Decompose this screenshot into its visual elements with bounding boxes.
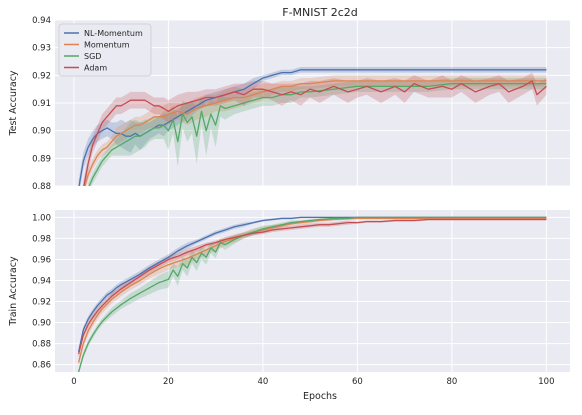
y-tick-label: 0.94 <box>32 276 51 286</box>
y-tick-label: 0.90 <box>32 319 51 329</box>
y-tick-label: 0.89 <box>32 154 51 164</box>
line-nl-momentum-test <box>78 69 547 186</box>
x-tick-labels: 0 20 40 60 80 100 <box>71 377 554 387</box>
x-tick-label: 80 <box>446 377 457 387</box>
y-tick-label: 0.88 <box>32 182 51 192</box>
y-tick-label: 0.86 <box>32 361 51 371</box>
line-momentum-test <box>84 80 547 186</box>
line-momentum-train <box>77 217 547 363</box>
y-tick-label: 0.91 <box>32 99 51 109</box>
y-tick-label: 1.00 <box>32 213 51 223</box>
train-y-axis-label: Train Accuracy <box>8 256 19 327</box>
band-momentum-test <box>83 75 547 186</box>
line-sgd-test <box>88 82 547 186</box>
x-tick-label: 60 <box>352 377 363 387</box>
x-axis-label: Epochs <box>303 391 337 402</box>
train-accuracy-panel: 0.86 0.88 0.90 0.92 0.94 0.96 0.98 1.00 0 20 40 60… <box>8 210 570 387</box>
legend-box <box>58 23 152 77</box>
legend-label-nl-momentum: NL-Momentum <box>84 29 143 38</box>
line-sgd-train <box>77 216 547 372</box>
x-tick-label: 40 <box>257 377 268 387</box>
train-series-lines <box>77 216 547 372</box>
y-tick-label: 0.98 <box>32 234 51 244</box>
y-tick-label: 0.92 <box>32 298 51 308</box>
test-accuracy-panel: 0.88 0.89 0.90 0.91 0.92 0.93 0.94 Test Accura… <box>8 16 570 192</box>
band-sgd-test <box>88 78 547 186</box>
train-plot-area <box>55 210 570 372</box>
legend: NL-Momentum Momentum SGD Adam <box>58 23 152 77</box>
legend-label-momentum: Momentum <box>84 41 130 50</box>
x-tick-label: 0 <box>71 377 76 387</box>
line-adam-test <box>83 80 547 186</box>
test-series-lines <box>78 69 547 186</box>
y-tick-label: 0.88 <box>32 340 51 350</box>
band-adam-test <box>83 72 547 186</box>
legend-label-adam: Adam <box>84 64 107 73</box>
y-tick-label: 0.96 <box>32 255 51 265</box>
y-tick-label: 0.94 <box>32 16 51 26</box>
test-confidence-bands <box>78 67 547 186</box>
train-y-tick-labels: 0.86 0.88 0.90 0.92 0.94 0.96 0.98 1.00 <box>32 213 51 370</box>
test-y-axis-label: Test Accuracy <box>8 70 19 136</box>
band-nl-momentum-test <box>78 67 547 186</box>
y-tick-label: 0.90 <box>32 127 51 137</box>
x-tick-label: 100 <box>538 377 554 387</box>
x-tick-label: 20 <box>163 377 174 387</box>
chart-title: F-MNIST 2c2d <box>282 6 358 19</box>
y-tick-label: 0.92 <box>32 71 51 81</box>
y-tick-label: 0.93 <box>32 44 51 54</box>
legend-label-sgd: SGD <box>84 52 101 61</box>
band-sgd-train <box>78 216 547 372</box>
test-y-tick-labels: 0.88 0.89 0.90 0.91 0.92 0.93 0.94 <box>32 16 51 192</box>
line-adam-train <box>77 218 547 355</box>
